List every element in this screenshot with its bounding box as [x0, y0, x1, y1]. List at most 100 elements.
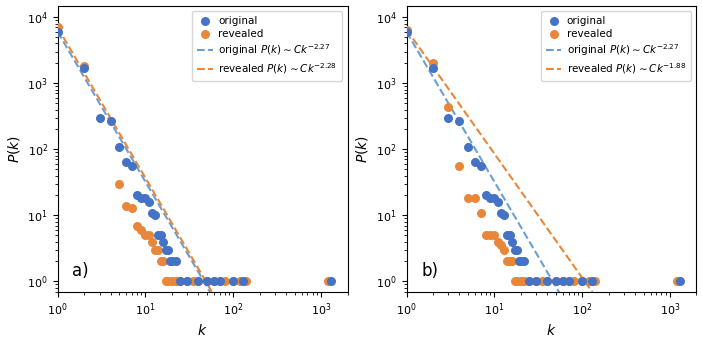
original [531, 279, 542, 284]
revealed [241, 279, 252, 284]
original [513, 259, 524, 264]
revealed [590, 279, 601, 284]
original [489, 196, 500, 201]
X-axis label: $k$: $k$ [197, 323, 208, 338]
revealed [542, 279, 553, 284]
original [492, 199, 503, 205]
revealed [152, 247, 164, 252]
revealed [519, 279, 530, 284]
original $P(k)\sim Ck^{-2.27}$ [211, 298, 219, 302]
original [550, 279, 562, 284]
revealed [162, 279, 173, 284]
Line: original $P(k)\sim Ck^{-2.27}$: original $P(k)\sim Ck^{-2.27}$ [58, 32, 347, 344]
revealed [568, 279, 579, 284]
original [182, 279, 193, 284]
original [170, 259, 181, 264]
original $P(k)\sim Ck^{-2.27}$ [402, 30, 411, 34]
revealed [504, 259, 515, 264]
revealed [550, 279, 562, 284]
revealed [79, 64, 90, 69]
revealed [160, 279, 171, 284]
revealed [52, 25, 63, 30]
revealed $P(k)\sim Ck^{-2.28}$ [191, 261, 199, 266]
original [587, 279, 598, 284]
original [158, 239, 169, 244]
revealed [469, 196, 480, 201]
revealed [135, 227, 147, 233]
original [504, 233, 515, 238]
revealed $P(k)\sim Ck^{-1.88}$ [402, 28, 411, 32]
revealed $P(k)\sim Ck^{-1.88}$ [559, 249, 568, 253]
revealed [524, 279, 535, 284]
original [126, 164, 138, 169]
revealed [201, 279, 213, 284]
revealed [536, 279, 548, 284]
original [52, 29, 63, 35]
original [147, 210, 158, 215]
revealed [443, 105, 454, 110]
original [150, 213, 161, 218]
original [511, 247, 522, 252]
original [469, 159, 480, 164]
original [79, 65, 90, 71]
revealed [401, 27, 412, 32]
Line: revealed $P(k)\sim Ck^{-1.88}$: revealed $P(k)\sim Ck^{-1.88}$ [406, 30, 696, 344]
revealed [208, 279, 220, 284]
revealed [114, 181, 125, 186]
original [509, 247, 520, 252]
revealed [563, 279, 574, 284]
revealed [170, 279, 181, 284]
original [175, 279, 186, 284]
original [524, 279, 535, 284]
original [443, 115, 454, 120]
original [164, 259, 176, 264]
original [519, 259, 530, 264]
original [162, 247, 173, 252]
original [201, 279, 213, 284]
original [502, 233, 513, 238]
original $P(k)\sim Ck^{-2.27}$ [226, 324, 234, 329]
original [453, 118, 465, 123]
original [143, 199, 154, 205]
original [131, 193, 143, 198]
revealed [489, 233, 500, 238]
original [140, 196, 151, 201]
revealed [158, 259, 169, 264]
revealed [234, 279, 246, 284]
revealed $P(k)\sim Ck^{-1.88}$ [540, 222, 548, 226]
original [135, 196, 147, 201]
original [563, 279, 574, 284]
revealed [583, 279, 595, 284]
revealed [120, 203, 131, 208]
revealed $P(k)\sim Ck^{-2.28}$ [226, 321, 234, 325]
original $P(k)\sim Ck^{-2.27}$ [540, 265, 548, 269]
original [557, 279, 569, 284]
revealed [187, 279, 199, 284]
Legend: original, revealed, original $P(k)\sim Ck^{-2.27}$, revealed $P(k)\sim Ck^{-1.88: original, revealed, original $P(k)\sim C… [541, 11, 691, 81]
Text: b): b) [421, 262, 438, 280]
revealed [143, 233, 154, 238]
original [94, 115, 105, 120]
revealed [147, 239, 158, 244]
original [155, 233, 166, 238]
revealed [182, 279, 193, 284]
revealed [428, 61, 439, 66]
original [208, 279, 220, 284]
original [498, 213, 510, 218]
original [326, 279, 337, 284]
original [542, 279, 553, 284]
original [576, 279, 588, 284]
original $P(k)\sim Ck^{-2.27}$ [191, 265, 199, 269]
revealed [140, 233, 151, 238]
revealed [214, 279, 225, 284]
revealed [150, 247, 161, 252]
revealed [166, 279, 178, 284]
revealed [496, 243, 507, 248]
revealed [511, 279, 522, 284]
original [675, 279, 686, 284]
revealed [671, 279, 682, 284]
original $P(k)\sim Ck^{-2.27}$ [193, 268, 201, 272]
revealed [131, 223, 143, 228]
original [227, 279, 239, 284]
original [475, 164, 486, 169]
